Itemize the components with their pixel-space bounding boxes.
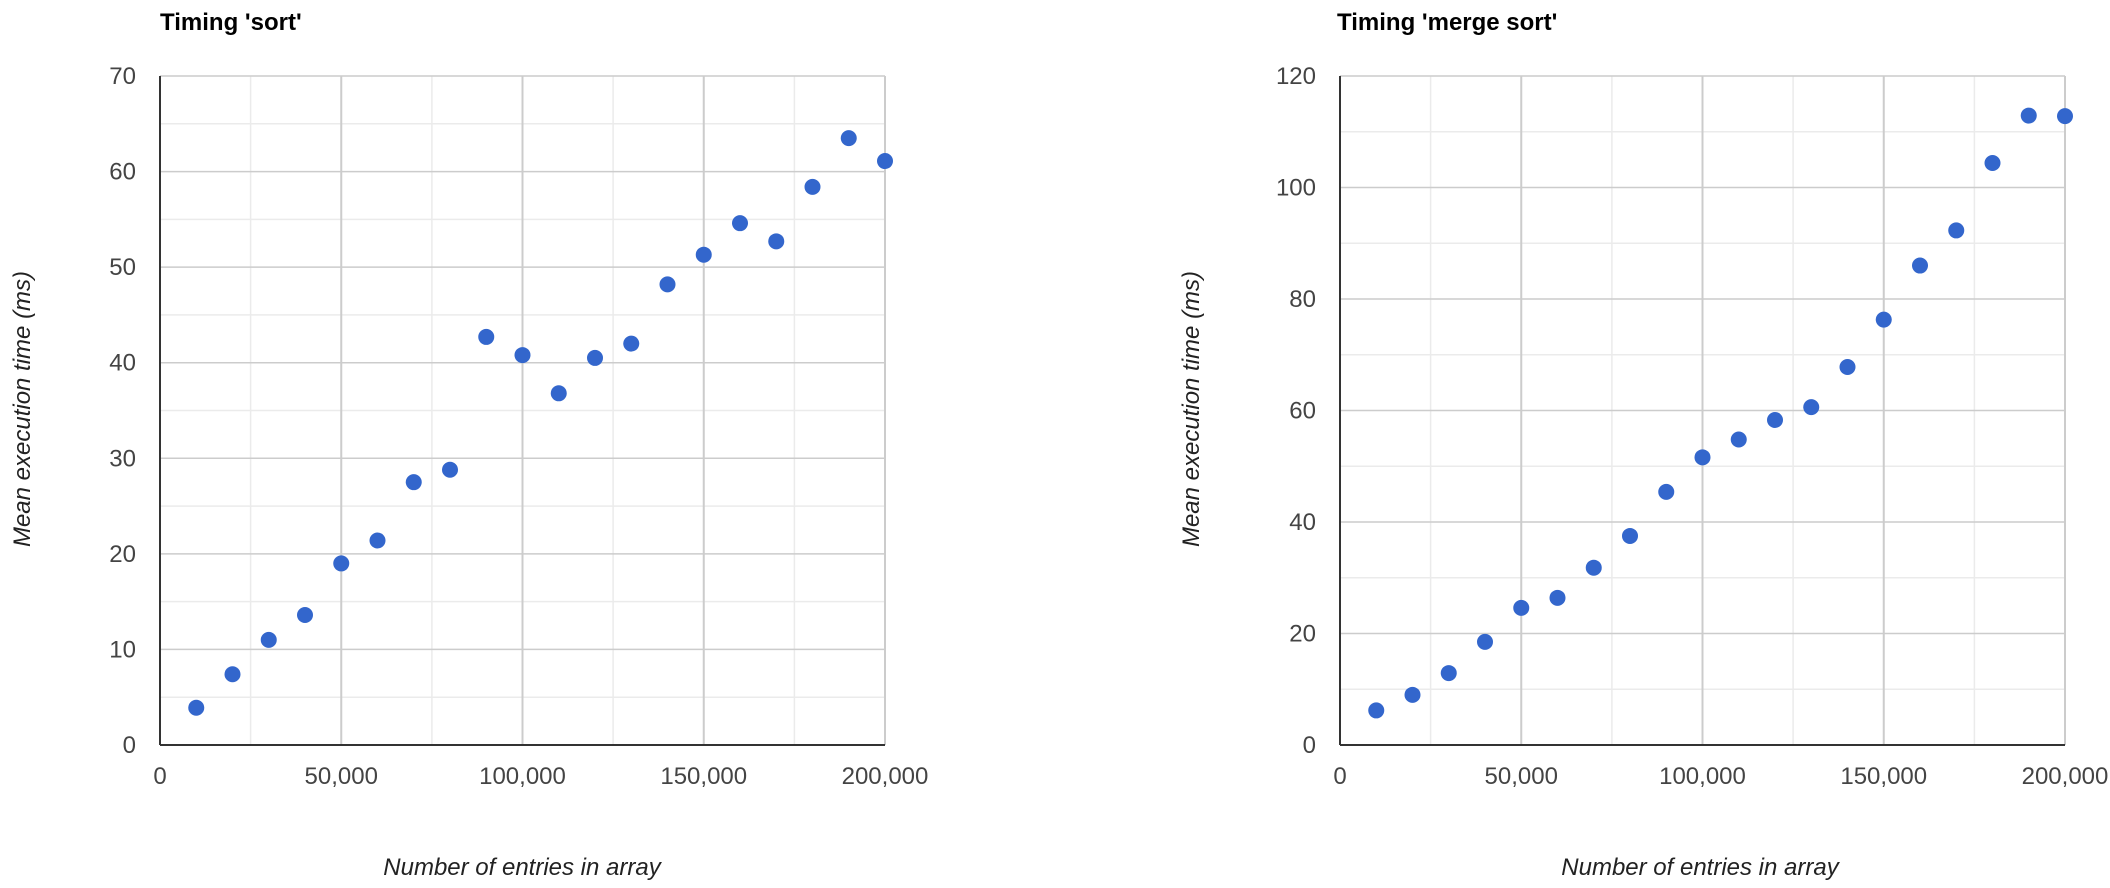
y-tick-label: 20: [1289, 621, 1316, 648]
data-point: [405, 474, 422, 491]
y-axis-label: Mean execution time (ms): [1178, 271, 1205, 547]
data-point: [1440, 665, 1457, 682]
data-point: [333, 555, 350, 572]
data-point: [1404, 686, 1421, 703]
data-point: [659, 276, 676, 293]
data-point: [224, 666, 241, 683]
data-point: [1477, 633, 1493, 650]
data-point: [297, 607, 313, 624]
data-point: [260, 631, 277, 648]
y-tick-label: 20: [109, 541, 136, 568]
data-point: [550, 385, 567, 402]
data-point: [1984, 154, 2001, 171]
chart-merge-sort: Timing 'merge sort' 0 50,000 100,000 150,00…: [1178, 9, 2108, 881]
data-point: [478, 328, 495, 345]
x-tick-label: 50,000: [1485, 763, 1558, 790]
data-point: [877, 153, 893, 170]
data-point: [442, 461, 458, 478]
data-point: [732, 215, 748, 232]
y-tick-label: 30: [109, 445, 136, 472]
data-point: [1839, 359, 1856, 376]
x-axis-label: Number of entries in array: [383, 854, 662, 881]
data-point: [1658, 483, 1675, 500]
x-tick-label: 200,000: [842, 763, 929, 790]
chart-title: Timing 'sort': [160, 9, 302, 36]
y-tick-label: 50: [109, 254, 136, 281]
data-point: [188, 699, 205, 716]
data-point: [840, 130, 857, 147]
x-tick-label: 0: [1333, 763, 1346, 790]
data-point: [1803, 399, 1820, 416]
y-axis-label: Mean execution time (ms): [9, 271, 36, 547]
data-point: [1912, 257, 1928, 274]
data-point: [369, 532, 386, 549]
data-point: [695, 246, 712, 263]
y-tick-label: 40: [109, 350, 136, 377]
data-point: [1730, 431, 1747, 448]
data-point: [1513, 599, 1530, 616]
plot-area: 0 50,000 100,000 150,000 200,000 0 20 40 60 80 100…: [1276, 63, 2108, 790]
data-point: [1368, 702, 1385, 719]
data-point: [1875, 311, 1892, 328]
data-point: [2057, 108, 2073, 125]
data-point: [587, 349, 603, 366]
data-point: [804, 178, 821, 195]
x-tick-label: 50,000: [305, 763, 378, 790]
plot-area: 0 50,000 100,000 150,000 200,000 0 10 20 30 40 50 6…: [109, 63, 928, 790]
y-tick-label: 60: [1289, 398, 1316, 425]
y-tick-label: 60: [109, 159, 136, 186]
y-tick-label: 70: [109, 63, 136, 90]
data-point: [514, 347, 531, 364]
y-tick-label: 80: [1289, 286, 1316, 313]
data-point: [1948, 222, 1965, 239]
data-point: [1549, 589, 1566, 606]
x-tick-label: 100,000: [1659, 763, 1746, 790]
data-point: [1585, 559, 1602, 576]
x-tick-label: 150,000: [1840, 763, 1927, 790]
x-tick-label: 0: [153, 763, 166, 790]
data-point: [623, 335, 640, 352]
chart-sort: Timing 'sort' 0 50,000 100,000 150,000 200,0…: [9, 9, 928, 881]
y-tick-label: 10: [109, 636, 136, 663]
data-point: [1767, 411, 1783, 428]
data-point: [1694, 449, 1711, 466]
y-tick-label: 120: [1276, 63, 1316, 90]
x-tick-label: 200,000: [2022, 763, 2109, 790]
x-tick-label: 100,000: [479, 763, 566, 790]
x-tick-label: 150,000: [660, 763, 747, 790]
chart-title: Timing 'merge sort': [1337, 9, 1557, 36]
y-tick-label: 100: [1276, 175, 1316, 202]
data-point: [2020, 107, 2037, 124]
data-point: [1622, 527, 1638, 544]
data-point: [768, 233, 785, 250]
x-axis-label: Number of entries in array: [1561, 854, 1840, 881]
y-tick-label: 0: [1303, 732, 1316, 759]
y-tick-label: 0: [123, 732, 136, 759]
y-tick-label: 40: [1289, 509, 1316, 536]
